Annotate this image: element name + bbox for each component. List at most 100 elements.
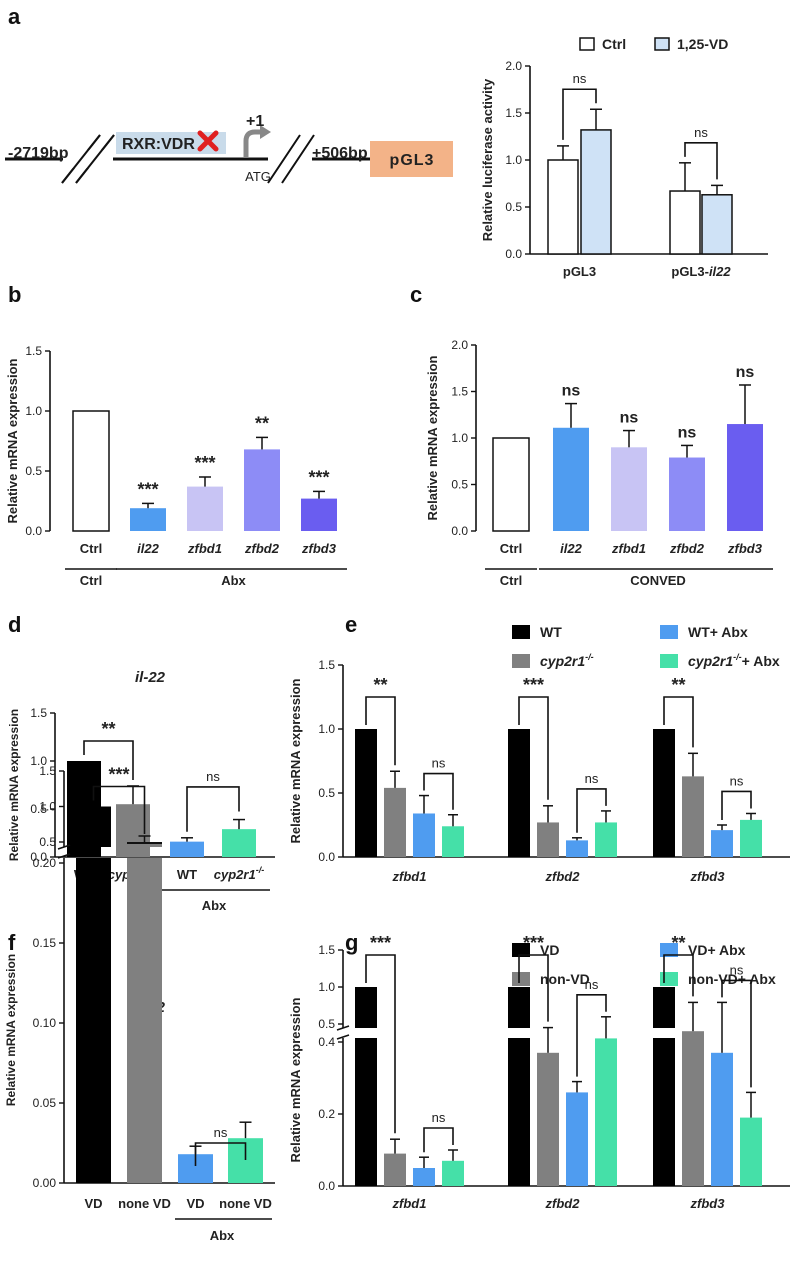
f-group-label: Abx	[210, 1228, 235, 1243]
break-mark-left-1b	[61, 134, 101, 184]
d-ytick-label: 0.0	[30, 850, 47, 864]
e-sig-right-2-label: ns	[730, 773, 744, 788]
g-bar	[355, 987, 377, 1028]
e-legend-swatch	[512, 625, 530, 639]
d-ylabel: Relative mRNA expression	[7, 709, 21, 861]
g-sig-right-1-bracket	[576, 993, 607, 1077]
g-bar	[682, 1031, 704, 1186]
a-bar	[669, 190, 701, 255]
rxr-vdr-label: RXR:VDR	[122, 136, 195, 153]
c-category-label: zfbd1	[611, 541, 646, 556]
b-ytick-label: 0.0	[25, 524, 42, 538]
a-bar	[580, 129, 612, 255]
panel-letter-c: c	[410, 282, 422, 307]
g-sig-right-0-label: ns	[432, 1110, 446, 1125]
a-legend-label: 1,25-VD	[677, 36, 728, 52]
b-category-label: zfbd1	[187, 541, 222, 556]
e-legend-label: cyp2r1-/-+ Abx	[688, 652, 780, 669]
c-bar	[492, 437, 530, 532]
f-ytick-label: 0.10	[33, 1016, 57, 1030]
f-category-label: VD	[84, 1196, 102, 1211]
g-category-label: zfbd3	[690, 1196, 726, 1211]
a-ytick-label: 2.0	[505, 59, 522, 73]
b-bar	[187, 486, 223, 531]
e-category-label: zfbd2	[545, 869, 581, 884]
a-ytick-label: 1.0	[505, 153, 522, 167]
e-sig-right-1-bracket	[576, 788, 607, 833]
g-bar	[653, 1038, 675, 1186]
d-title-italic: il-22	[135, 669, 166, 686]
f-ylabel: Relative mRNA expression	[4, 954, 18, 1106]
e-legend-label-sup: -/-	[733, 652, 742, 662]
break-mark-right-2	[281, 134, 315, 184]
c-group-label: CONVED	[630, 573, 686, 588]
g-bar	[413, 1168, 435, 1186]
c-category-label: zfbd2	[669, 541, 705, 556]
panel-letter-b: b	[8, 282, 21, 307]
a-ytick-label: 1.5	[505, 106, 522, 120]
e-sig-right-1-label: ns	[585, 771, 599, 786]
d-category-label: WT	[177, 867, 197, 882]
d-group-label: Abx	[202, 898, 227, 913]
pgl3-vector-box	[370, 141, 453, 177]
e-category-label: zfbd1	[392, 869, 427, 884]
a-legend-swatch	[654, 37, 670, 51]
g-axis-break-1	[336, 1025, 350, 1031]
tss-arrow-shaft	[243, 129, 262, 158]
e-sig-left-2-bracket	[663, 696, 694, 748]
e-bar	[413, 813, 435, 857]
g-bar	[740, 1117, 762, 1186]
e-legend-label-suffix: + Abx	[742, 653, 780, 669]
a-ylabel: Relative luciferase activity	[480, 78, 495, 241]
b-significance-label: **	[255, 413, 269, 433]
d-ytick-label: 1.0	[30, 754, 47, 768]
e-legend-label: WT+ Abx	[688, 624, 748, 640]
e-bar	[740, 819, 762, 857]
b-category-label: zfbd3	[301, 541, 337, 556]
a-category-label: pGL3-il22	[671, 264, 731, 279]
d-ytick-label: 1.5	[30, 706, 47, 720]
e-legend-label: cyp2r1-/-	[540, 652, 594, 669]
f-category-label: VD	[186, 1196, 204, 1211]
g-bar	[384, 1153, 406, 1186]
e-sig-left-0-bracket	[365, 696, 396, 766]
g-legend-label: VD	[540, 942, 559, 958]
b-ylabel: Relative mRNA expression	[5, 358, 20, 523]
a-bar	[701, 194, 733, 255]
g-ytick-label: 0.2	[318, 1107, 335, 1121]
e-legend-label: WT	[540, 624, 562, 640]
a-bar	[547, 159, 579, 255]
d-ytick-label: 0.5	[30, 802, 47, 816]
c-bar	[611, 447, 647, 531]
e-sig-left-1-bracket	[518, 696, 549, 800]
f-axis-break-1	[57, 844, 71, 850]
tss-label: +1	[246, 113, 264, 130]
e-sig-right-0-label: ns	[432, 756, 446, 771]
b-group-label: Ctrl	[80, 573, 102, 588]
f-sig-1-label: ns	[214, 1125, 228, 1140]
g-sig-right-0-bracket	[423, 1127, 454, 1153]
e-bar	[442, 826, 464, 857]
break-gap-left	[63, 150, 113, 168]
e-bar	[682, 776, 704, 857]
d-sig-1-label: ns	[206, 769, 220, 784]
break-mark-left-2b	[75, 134, 115, 184]
b-ytick-label: 1.5	[25, 344, 42, 358]
e-sig-left-0-label: **	[373, 675, 387, 695]
f-ytick-label: 1.5	[39, 764, 56, 778]
f-bar	[127, 858, 162, 1183]
panel-letter-g: g	[345, 930, 358, 955]
g-sig-left-0-label: ***	[370, 933, 391, 953]
panel-letter-f: f	[8, 930, 16, 955]
promoter-end-label: +506bp	[312, 145, 368, 162]
g-legend-label: non-VD	[540, 971, 590, 987]
tss-arrow-icon	[260, 125, 271, 139]
break-mark-right-1	[267, 134, 301, 184]
g-category-label: zfbd1	[392, 1196, 427, 1211]
f-bar	[127, 844, 162, 847]
g-bar	[442, 1160, 464, 1186]
g-legend-swatch	[512, 943, 530, 957]
e-ytick-label: 1.5	[318, 658, 335, 672]
pgl3-vector-label: pGL3	[390, 152, 435, 169]
d-bar	[170, 841, 204, 857]
